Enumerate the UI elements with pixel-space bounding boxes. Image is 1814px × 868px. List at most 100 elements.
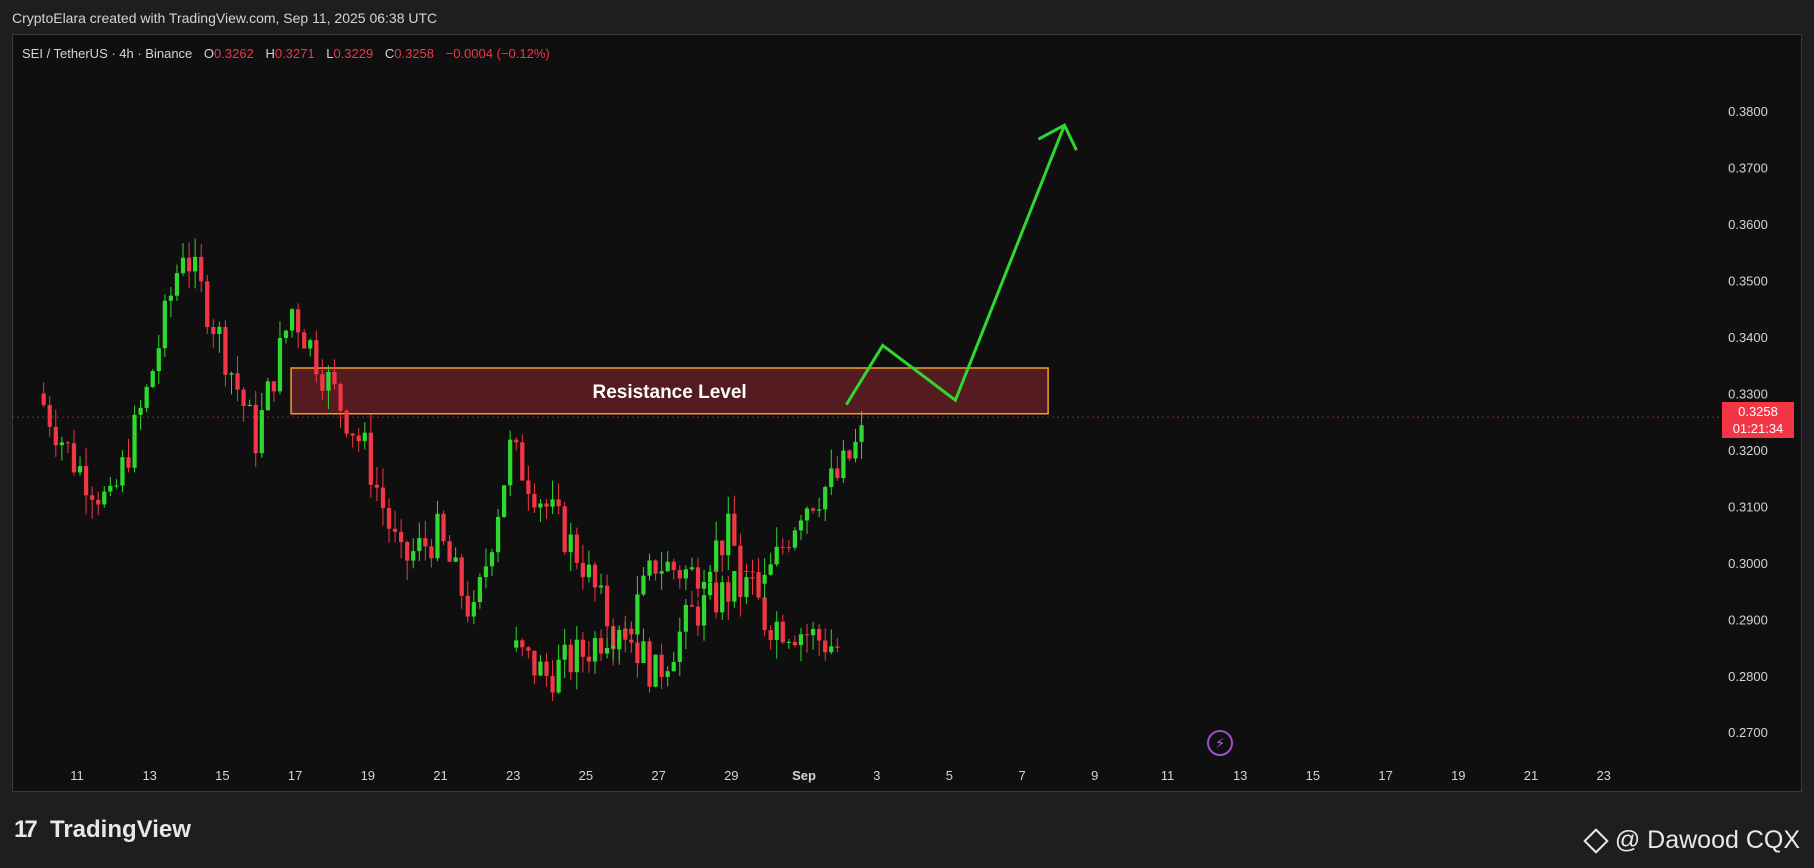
projection-arrowhead bbox=[1037, 123, 1078, 151]
time-tick-label: 5 bbox=[946, 768, 953, 783]
candle-body bbox=[132, 414, 137, 468]
candle-body bbox=[835, 468, 840, 479]
candle-body bbox=[362, 432, 367, 442]
candle-body bbox=[453, 557, 458, 562]
time-tick-label: 21 bbox=[1524, 768, 1538, 783]
candle-body bbox=[859, 425, 864, 442]
candle-body bbox=[695, 567, 701, 589]
candle-body bbox=[720, 540, 725, 556]
candle-body bbox=[689, 604, 695, 607]
candle-body bbox=[96, 499, 101, 505]
lightning-icon[interactable]: ⚡ bbox=[1207, 730, 1233, 756]
candle-body bbox=[714, 582, 719, 613]
candle-body bbox=[707, 582, 713, 596]
bar-countdown: 01:21:34 bbox=[1732, 421, 1784, 436]
candle-body bbox=[162, 300, 167, 349]
candle-body bbox=[623, 629, 628, 640]
candle-body bbox=[726, 582, 731, 602]
candle-body bbox=[701, 595, 707, 626]
price-tick-label: 0.3400 bbox=[1728, 330, 1768, 345]
candle-body bbox=[774, 621, 779, 640]
candle-body bbox=[501, 485, 507, 517]
candle-body bbox=[386, 508, 392, 529]
last-price: 0.3258 bbox=[1738, 404, 1778, 419]
symbol-label[interactable]: SEI / TetherUS · 4h · Binance bbox=[22, 46, 193, 61]
price-tick-label: 0.2700 bbox=[1728, 725, 1768, 740]
candle-body bbox=[114, 485, 119, 487]
candle-body bbox=[229, 373, 234, 375]
candle-body bbox=[562, 644, 567, 660]
candle-body bbox=[574, 639, 579, 673]
candle-body bbox=[817, 509, 822, 511]
candle-body bbox=[732, 571, 737, 602]
candle-body bbox=[544, 503, 549, 507]
candle-body bbox=[265, 381, 270, 411]
candle-body bbox=[320, 374, 325, 391]
candle-body bbox=[580, 639, 585, 657]
candle-body bbox=[689, 567, 695, 570]
candle-body bbox=[714, 540, 719, 572]
candle-body bbox=[205, 281, 210, 327]
candle-body bbox=[750, 577, 755, 579]
candle-body bbox=[108, 485, 113, 492]
time-tick-label: 7 bbox=[1018, 768, 1025, 783]
candle-body bbox=[695, 606, 701, 626]
close-value: 0.3258 bbox=[394, 46, 434, 61]
candle-body bbox=[653, 654, 658, 687]
candle-body bbox=[526, 480, 531, 494]
candle-body bbox=[744, 570, 749, 572]
candle-body bbox=[762, 597, 767, 631]
candle-body bbox=[617, 629, 622, 646]
candle-body bbox=[768, 564, 773, 575]
candle-body bbox=[253, 404, 258, 454]
price-tick-label: 0.3800 bbox=[1728, 104, 1768, 119]
candle-body bbox=[738, 571, 743, 598]
candle-body bbox=[271, 381, 277, 392]
candle-body bbox=[277, 337, 283, 392]
time-tick-label: 13 bbox=[1233, 768, 1247, 783]
candle-body bbox=[514, 640, 519, 648]
candle-body bbox=[568, 644, 573, 673]
candle-body bbox=[798, 634, 804, 646]
top-caption-bar: CryptoElara created with TradingView.com… bbox=[0, 0, 1814, 34]
time-tick-label: 15 bbox=[1306, 768, 1320, 783]
candle-body bbox=[332, 372, 337, 385]
candle-body bbox=[538, 503, 543, 508]
candle-body bbox=[568, 534, 573, 553]
candle-body bbox=[611, 645, 616, 648]
candle-body bbox=[441, 513, 446, 542]
candle-body bbox=[259, 410, 264, 454]
time-tick-label: 3 bbox=[873, 768, 880, 783]
candle-body bbox=[804, 508, 810, 521]
candle-body bbox=[65, 442, 71, 444]
candle-body bbox=[720, 582, 725, 613]
candle-body bbox=[762, 574, 767, 584]
open-label: O bbox=[203, 46, 215, 61]
candle-body bbox=[90, 495, 95, 500]
candle-body bbox=[586, 564, 592, 578]
candle-body bbox=[677, 570, 682, 579]
candle-body bbox=[780, 621, 785, 643]
candle-body bbox=[641, 575, 646, 595]
candle-body bbox=[380, 487, 386, 509]
candle-body bbox=[604, 585, 610, 627]
candle-body bbox=[653, 560, 658, 574]
price-tick-label: 0.3200 bbox=[1728, 443, 1768, 458]
chart-caption: CryptoElara created with TradingView.com… bbox=[12, 10, 438, 26]
time-tick-label: 23 bbox=[506, 768, 520, 783]
tradingview-logo-text: TradingView bbox=[50, 816, 191, 843]
open-value: 0.3262 bbox=[214, 46, 254, 61]
price-tick-label: 0.3100 bbox=[1728, 499, 1768, 514]
candle-body bbox=[532, 493, 537, 508]
candle-body bbox=[829, 646, 834, 653]
candle-body bbox=[592, 638, 598, 662]
candle-body bbox=[83, 466, 89, 496]
candle-body bbox=[168, 295, 174, 301]
candle-body bbox=[223, 326, 228, 375]
candle-body bbox=[429, 546, 434, 559]
candle-body bbox=[77, 466, 83, 473]
author-watermark: @ Dawood CQX bbox=[1583, 826, 1800, 855]
candle-body bbox=[659, 654, 664, 677]
time-tick-label: 17 bbox=[1378, 768, 1392, 783]
